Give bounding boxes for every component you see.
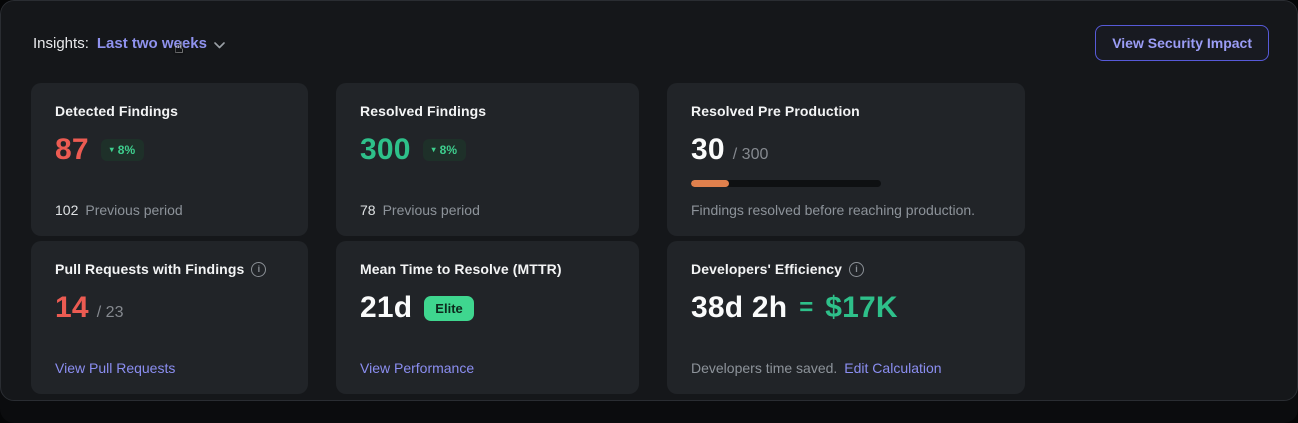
- view-pull-requests-link[interactable]: View Pull Requests: [55, 360, 176, 376]
- mttr-value: 21d: [360, 291, 413, 324]
- info-icon[interactable]: i: [251, 261, 267, 277]
- card-mttr: Mean Time to Resolve (MTTR) 21d Elite Vi…: [336, 241, 639, 394]
- info-icon[interactable]: i: [849, 261, 865, 277]
- delta-value: 8%: [117, 143, 136, 157]
- card-title: Pull Requests with Findings: [55, 261, 245, 277]
- date-range-value: Last two weeks: [96, 34, 207, 52]
- card-pull-requests: Pull Requests with Findings i 14 / 23 Vi…: [31, 241, 308, 394]
- header: Insights: Last two weeks View Security I…: [1, 1, 1297, 61]
- insights-label: Insights:: [33, 34, 89, 52]
- card-developers-efficiency: Developers' Efficiency i 38d 2h = $17K D…: [667, 241, 1025, 394]
- previous-period-label: Previous period: [85, 202, 183, 218]
- header-left: Insights: Last two weeks: [33, 34, 225, 53]
- view-performance-link[interactable]: View Performance: [360, 360, 475, 376]
- pre-production-description: Findings resolved before reaching produc…: [691, 202, 976, 218]
- pull-requests-total: / 23: [96, 304, 124, 321]
- delta-down-icon: ▾: [431, 145, 436, 154]
- resolved-value: 300: [360, 133, 411, 166]
- metric-card-grid: Detected Findings 87 ▾ 8% 102 Previous p…: [31, 83, 1297, 394]
- card-title: Resolved Findings: [360, 103, 487, 119]
- card-title: Detected Findings: [55, 103, 179, 119]
- delta-down-icon: ▾: [109, 145, 114, 154]
- card-detected-findings: Detected Findings 87 ▾ 8% 102 Previous p…: [31, 83, 308, 236]
- delta-value: 8%: [439, 143, 458, 157]
- view-security-impact-button[interactable]: View Security Impact: [1095, 25, 1269, 61]
- chevron-down-icon: [214, 36, 225, 53]
- previous-period-label: Previous period: [382, 202, 480, 218]
- previous-period-value: 78: [360, 202, 376, 218]
- pull-requests-value: 14: [55, 291, 89, 324]
- date-range-dropdown[interactable]: Last two weeks: [97, 34, 225, 53]
- pre-production-value: 30: [691, 133, 725, 166]
- equals-sign: =: [799, 294, 814, 321]
- resolved-delta-badge: ▾ 8%: [422, 139, 467, 161]
- previous-period-value: 102: [55, 202, 79, 218]
- detected-delta-badge: ▾ 8%: [100, 139, 145, 161]
- detected-value: 87: [55, 133, 89, 166]
- pre-production-progress-bar: [691, 180, 881, 187]
- card-title: Resolved Pre Production: [691, 103, 860, 119]
- efficiency-description: Developers time saved.: [691, 360, 838, 376]
- pre-production-total: / 300: [732, 146, 769, 163]
- efficiency-savings-value: $17K: [825, 291, 898, 324]
- insights-panel: Insights: Last two weeks View Security I…: [0, 0, 1298, 401]
- edit-calculation-link[interactable]: Edit Calculation: [844, 360, 942, 376]
- pre-production-progress-fill: [691, 180, 729, 187]
- mttr-tier-badge: Elite: [424, 295, 474, 321]
- card-resolved-pre-production: Resolved Pre Production 30 / 300 Finding…: [667, 83, 1025, 236]
- card-title: Developers' Efficiency: [691, 261, 843, 277]
- card-title: Mean Time to Resolve (MTTR): [360, 261, 562, 277]
- card-resolved-findings: Resolved Findings 300 ▾ 8% 78 Previous p…: [336, 83, 639, 236]
- efficiency-time-value: 38d 2h: [691, 291, 788, 324]
